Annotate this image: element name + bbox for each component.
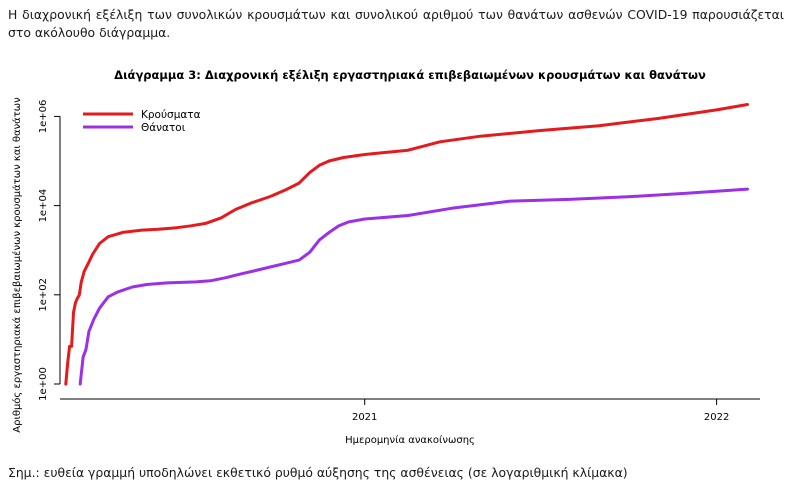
- plot-area: 1e+00 1e+02 1e+04 1e+06 2021 2022 ΚρούσματαΘάν…: [38, 100, 760, 423]
- y-tick-label: 1e+02: [38, 278, 49, 312]
- legend-label: Θάνατοι: [141, 122, 186, 134]
- deaths-series-line: [78, 187, 749, 386]
- x-axis-label: Ημερομηνία ανακοίνωσης: [345, 434, 475, 446]
- chart-title: Διάγραμμα 3: Διαχρονική εξέλιξη εργαστηρ…: [114, 68, 706, 82]
- y-tick-label: 1e+06: [38, 100, 49, 134]
- y-tick-label: 1e+04: [38, 189, 49, 223]
- y-tick-label: 1e+00: [38, 367, 49, 401]
- x-tick-label: 2022: [704, 412, 729, 423]
- footnote: Σημ.: ευθεία γραμμή υποδηλώνει εκθετικό …: [8, 465, 628, 480]
- cases-series-line: [64, 103, 749, 386]
- y-axis-label: Αριθμός εργαστηριακά επιβεβαιωμένων κρου…: [11, 97, 23, 433]
- intro-paragraph: Η διαχρονική εξέλιξη των συνολικών κρουσ…: [8, 7, 784, 40]
- line-chart: Διάγραμμα 3: Διαχρονική εξέλιξη εργαστηρ…: [11, 68, 760, 446]
- x-tick-label: 2021: [352, 412, 377, 423]
- legend-label: Κρούσματα: [141, 109, 201, 121]
